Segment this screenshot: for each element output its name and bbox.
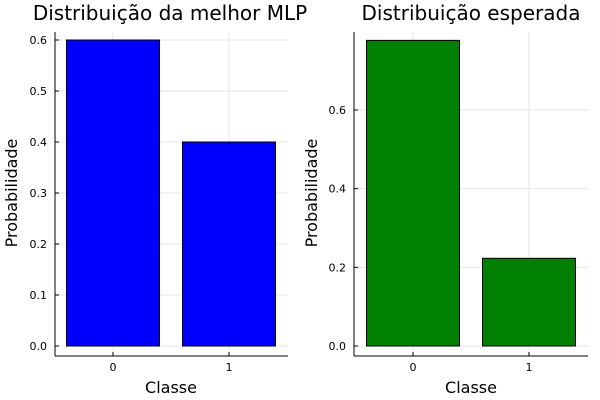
y-tick-label: 0.4: [329, 183, 347, 196]
chart-best-mlp-distribution: 0.0 0.1 0.2 0.3 0.4 0.5 0.6 0 1 Distribuição da …: [2, 1, 307, 397]
y-tick-label: 0.4: [30, 136, 48, 149]
y-tick-label: 0.2: [30, 238, 48, 251]
bars: [66, 39, 276, 347]
x-axis-label: Classe: [445, 378, 497, 397]
tick-labels: 0.0 0.2 0.4 0.6 0 1: [329, 104, 533, 374]
y-tick-label: 0.3: [30, 187, 48, 200]
bar-class-0: [366, 39, 460, 347]
x-axis-label: Classe: [145, 378, 197, 397]
bar-class-1: [182, 141, 276, 347]
y-axis-label: Probabilidade: [302, 139, 321, 248]
bar-class-1: [482, 257, 576, 347]
chart-title: Distribuição da melhor MLP: [33, 1, 307, 25]
x-tick-label: 1: [526, 361, 533, 374]
tick-labels: 0.0 0.1 0.2 0.3 0.4 0.5 0.6 0 1: [30, 34, 233, 374]
y-tick-label: 0.1: [30, 289, 48, 302]
y-tick-label: 0.0: [329, 340, 347, 353]
y-tick-label: 0.0: [30, 340, 48, 353]
bars: [366, 39, 576, 347]
x-tick-label: 0: [410, 361, 417, 374]
chart-title: Distribuição esperada: [362, 1, 581, 25]
y-tick-label: 0.6: [329, 104, 347, 117]
x-tick-label: 1: [226, 361, 233, 374]
axes: [54, 32, 288, 357]
chart-expected-distribution: 0.0 0.2 0.4 0.6 0 1 Distribuição esperada Cla…: [302, 1, 588, 397]
y-tick-label: 0.6: [30, 34, 48, 47]
y-axis-label: Probabilidade: [2, 139, 21, 248]
y-tick-label: 0.5: [30, 85, 48, 98]
y-tick-label: 0.2: [329, 261, 347, 274]
bar-class-0: [66, 39, 160, 347]
x-tick-label: 0: [110, 361, 117, 374]
axes: [353, 32, 588, 357]
